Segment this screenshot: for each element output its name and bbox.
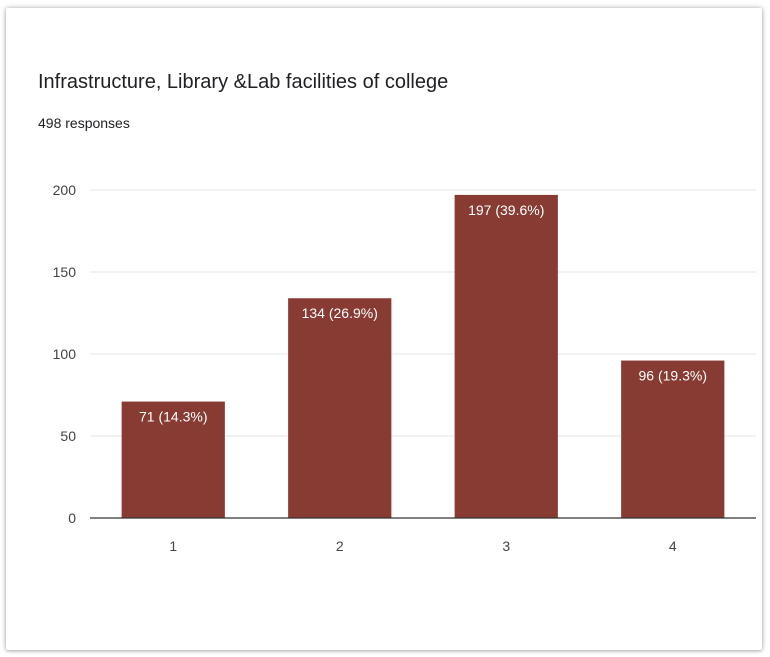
data-label-4: 96 (19.3%) xyxy=(639,368,707,384)
data-label-1: 71 (14.3%) xyxy=(139,409,207,425)
y-tick-label-50: 50 xyxy=(60,428,76,444)
x-tick-label-1: 1 xyxy=(169,538,177,554)
bar-4 xyxy=(621,360,725,518)
data-label-2: 134 (26.9%) xyxy=(302,305,378,321)
bar-1 xyxy=(121,401,225,518)
response-count: 498 responses xyxy=(38,115,130,131)
data-label-3: 197 (39.6%) xyxy=(468,202,544,218)
bar-2 xyxy=(288,298,392,518)
y-tick-label-100: 100 xyxy=(53,346,77,362)
y-tick-label-0: 0 xyxy=(68,510,76,526)
x-tick-label-3: 3 xyxy=(502,538,510,554)
y-tick-label-150: 150 xyxy=(53,264,77,280)
x-tick-label-4: 4 xyxy=(669,538,677,554)
bar-3 xyxy=(454,194,558,519)
chart-card: Infrastructure, Library &Lab facilities … xyxy=(6,8,762,650)
y-tick-label-200: 200 xyxy=(53,182,77,198)
x-tick-label-2: 2 xyxy=(336,538,344,554)
chart-title: Infrastructure, Library &Lab facilities … xyxy=(38,71,449,93)
bar-chart: 0 50 100 150 200 71 (14.3%) 1 134 (26.9%) 2 197 (… xyxy=(53,182,756,554)
